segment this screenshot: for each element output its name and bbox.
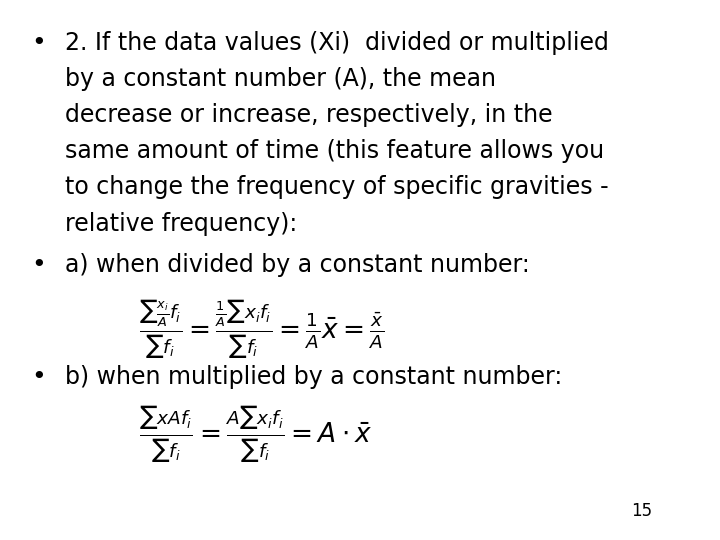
Text: to change the frequency of specific gravities -: to change the frequency of specific grav… xyxy=(65,176,608,199)
Text: by a constant number (A), the mean: by a constant number (A), the mean xyxy=(65,67,496,91)
Text: $\frac{\sum\frac{x_i}{A}f_i}{\sum f_i} = \frac{\frac{1}{A}\sum x_i f_i}{\sum f_i: $\frac{\sum\frac{x_i}{A}f_i}{\sum f_i} =… xyxy=(139,298,384,360)
Text: 15: 15 xyxy=(631,502,653,520)
Text: relative frequency):: relative frequency): xyxy=(65,212,297,235)
Text: •: • xyxy=(31,365,46,389)
Text: a) when divided by a constant number:: a) when divided by a constant number: xyxy=(65,253,530,277)
Text: decrease or increase, respectively, in the: decrease or increase, respectively, in t… xyxy=(65,103,552,127)
Text: b) when multiplied by a constant number:: b) when multiplied by a constant number: xyxy=(65,365,562,389)
Text: •: • xyxy=(31,253,46,277)
Text: $\frac{\sum xAf_i}{\sum f_i} = \frac{A\sum x_i f_i}{\sum f_i} = A \cdot \bar{x}$: $\frac{\sum xAf_i}{\sum f_i} = \frac{A\s… xyxy=(139,405,373,465)
Text: same amount of time (this feature allows you: same amount of time (this feature allows… xyxy=(65,139,604,163)
Text: •: • xyxy=(31,31,46,55)
Text: 2. If the data values (Xi)  divided or multiplied: 2. If the data values (Xi) divided or mu… xyxy=(65,31,609,55)
